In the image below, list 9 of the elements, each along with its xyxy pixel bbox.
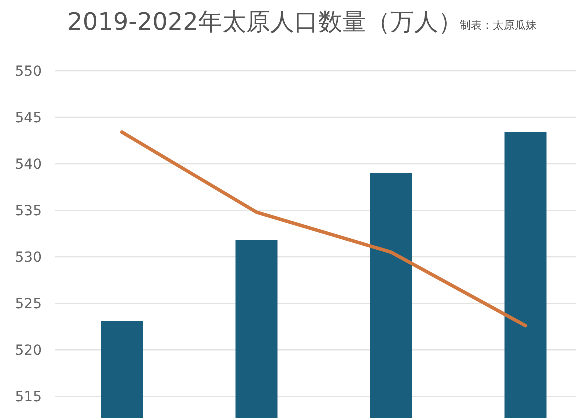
y-tick-label: 550 [15,64,42,80]
y-tick-label: 530 [15,250,42,266]
y-tick-label: 520 [15,343,42,360]
text: 制表：太原瓜妹 [460,19,537,32]
y-tick-label: 540 [15,157,42,174]
y-tick-label: 515 [15,390,42,406]
y-tick-label: 535 [15,204,42,220]
y-tick-label: 525 [15,296,42,313]
y-tick-label: 545 [15,110,42,127]
